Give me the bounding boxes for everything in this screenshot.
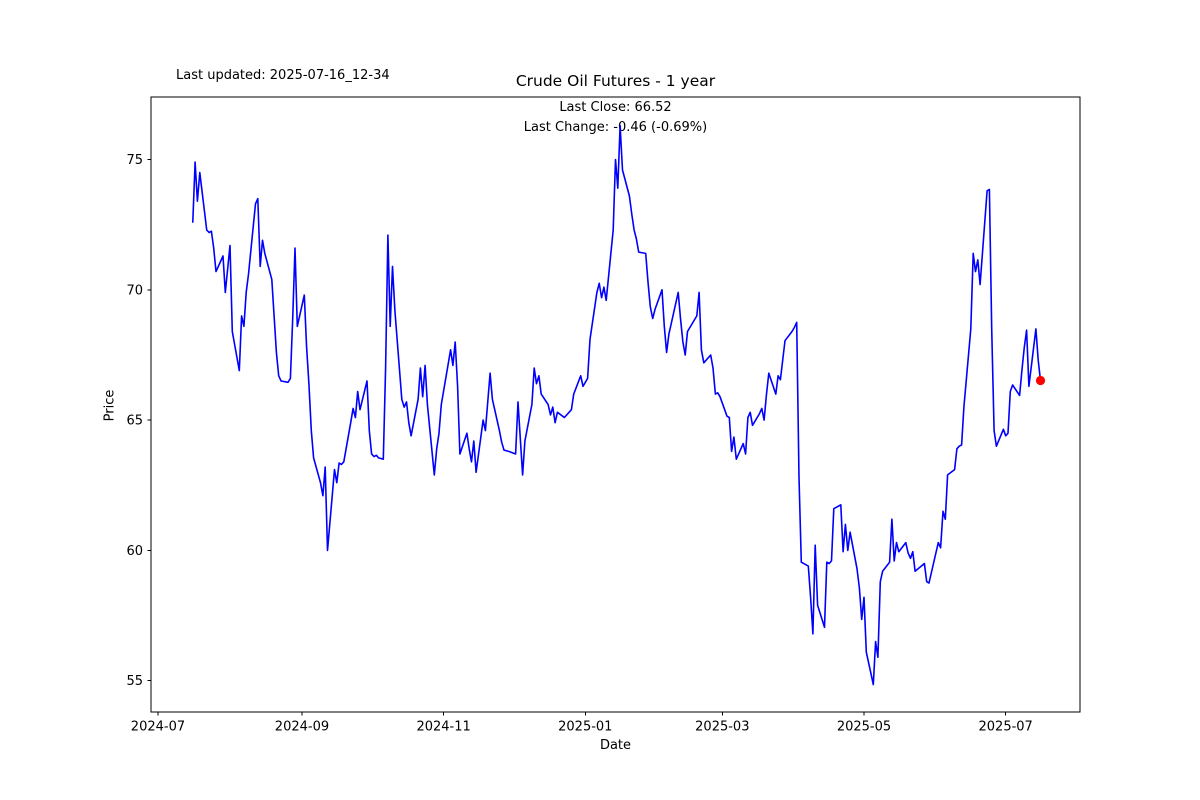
x-axis-ticks [157, 712, 1007, 716]
last-price-annotation: Last Close: 66.52 Last Change: -0.46 (-0… [151, 98, 1080, 137]
price-line-series [192, 124, 1042, 686]
y-tick-label: 65 [126, 414, 143, 429]
last-close-text: Last Close: 66.52 [559, 100, 672, 115]
y-axis-tick-labels: 55 60 65 70 75 [126, 153, 143, 689]
y-tick-label: 60 [126, 544, 143, 559]
x-axis-tick-labels: 2024-07 2024-09 2024-11 2025-01 2025-03 2025-… [131, 720, 1033, 735]
x-tick-label: 2025-05 [837, 720, 891, 735]
x-tick-label: 2024-11 [416, 720, 470, 735]
y-tick-label: 75 [126, 153, 143, 168]
y-tick-label: 70 [126, 283, 143, 298]
x-tick-label: 2025-03 [695, 720, 749, 735]
x-tick-label: 2024-07 [131, 720, 185, 735]
last-change-text: Last Change: -0.46 (-0.69%) [523, 119, 708, 135]
chart-title: Crude Oil Futures - 1 year [515, 72, 716, 90]
last-price-marker [1035, 375, 1046, 386]
x-axis-label: Date [599, 738, 632, 753]
x-tick-label: 2024-09 [275, 720, 329, 735]
y-tick-label: 55 [126, 674, 143, 689]
y-axis-ticks [147, 159, 151, 682]
y-axis-label: Price [102, 389, 118, 422]
last-updated-note: Last updated: 2025-07-16_12-34 [176, 68, 390, 83]
plot-area [150, 96, 1081, 713]
x-tick-label: 2025-07 [979, 720, 1033, 735]
x-tick-label: 2025-01 [558, 720, 612, 735]
